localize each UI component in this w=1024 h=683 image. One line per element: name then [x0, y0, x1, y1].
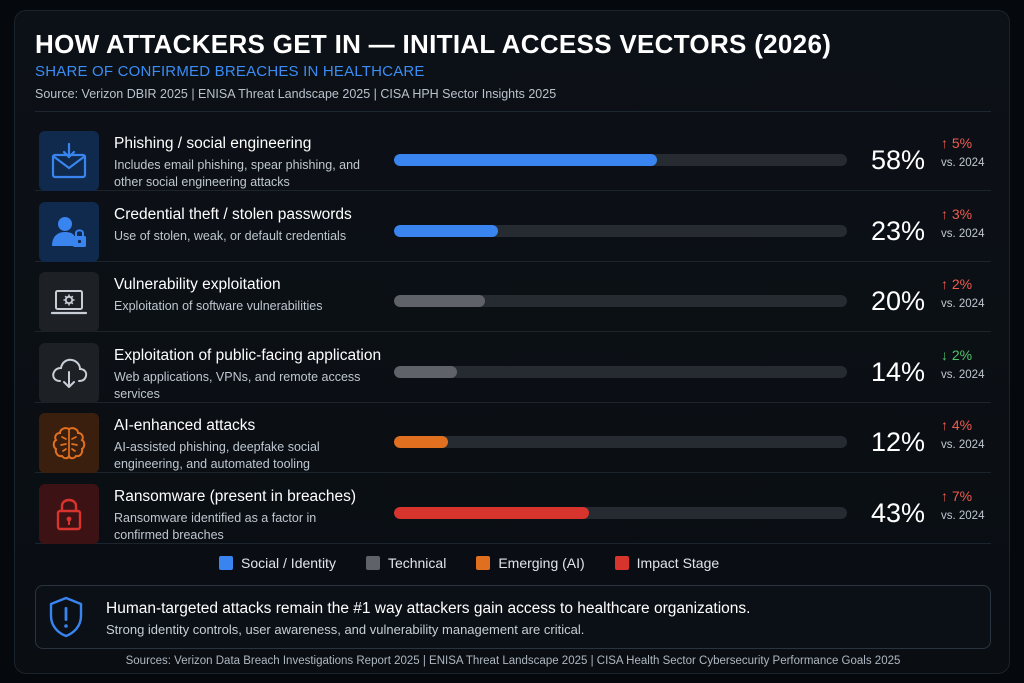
bar-description: Use of stolen, weak, or default credenti… [114, 228, 347, 243]
bar-row: Vulnerability exploitation Exploitation o… [35, 262, 991, 332]
user-lock-icon [39, 201, 99, 262]
legend-label: Impact Stage [636, 555, 720, 571]
bar-label: Exploitation of public-facing applicatio… [114, 346, 382, 364]
cloud-download-icon [39, 342, 99, 403]
change-label: ↑ 3% [941, 205, 973, 222]
bar [394, 506, 589, 519]
legend-label: Emerging (AI) [498, 555, 585, 571]
bar [394, 295, 485, 307]
bar-description: Exploitation of software vulnerabilities [114, 299, 323, 313]
bar-description: Web applications, VPNs, and remote acces… [114, 369, 361, 401]
legend-swatch [476, 556, 491, 570]
bar-track [394, 506, 847, 519]
comparison-label: vs. 2024 [941, 298, 985, 310]
bar-track [394, 365, 847, 378]
chart-legend: Social / Identity Technical Emerging (AI) I… [219, 555, 719, 571]
legend-item: Technical [365, 555, 447, 571]
comparison-label: vs. 2024 [941, 227, 985, 240]
bar-label: Ransomware (present in breaches) [114, 487, 357, 505]
comparison-label: vs. 2024 [941, 368, 985, 381]
laptop-gear-icon [39, 272, 99, 332]
bar-label: Vulnerability exploitation [114, 276, 281, 293]
bar-row: Ransomware (present in breaches) Ransomwa… [35, 474, 991, 544]
bar-label: AI-enhanced attacks [114, 417, 256, 434]
footer-sources: Sources: Verizon Data Breach Investigati… [125, 655, 901, 667]
infographic-card: HOW ATTACKERS GET IN — INITIAL ACCESS VE… [14, 10, 1010, 674]
padlock-icon [39, 483, 99, 544]
source-line: Source: Verizon DBIR 2025 | ENISA Threat… [35, 87, 557, 101]
bar-track [394, 224, 847, 237]
legend-label: Technical [387, 555, 447, 571]
bar-track [394, 154, 847, 166]
bar-row: Phishing / social engineering Includes em… [35, 121, 991, 191]
bar-description: Ransomware identified as a factor in con… [114, 510, 317, 542]
chart-subtitle: SHARE OF CONFIRMED BREACHES IN HEALTHCAR… [35, 63, 425, 80]
bar-row: Credential theft / stolen passwords Use o… [35, 192, 991, 262]
legend-swatch [365, 556, 380, 570]
bar [394, 436, 449, 448]
legend-item: Emerging (AI) [476, 555, 585, 571]
divider [35, 111, 991, 112]
bar-row: Exploitation of public-facing applicatio… [35, 333, 991, 403]
callout-headline: Human-targeted attacks remain the #1 way… [106, 600, 751, 617]
bar-row: AI-enhanced attacks AI-assisted phishing,… [35, 403, 991, 473]
value-label: 14% [870, 356, 925, 387]
value-label: 20% [870, 286, 925, 316]
legend-swatch [219, 556, 233, 570]
value-label: 23% [870, 215, 925, 246]
comparison-label: vs. 2024 [941, 509, 985, 522]
comparison-label: vs. 2024 [941, 439, 985, 451]
change-label: ↑ 2% [941, 276, 973, 292]
callout-subline: Strong identity controls, user awareness… [106, 622, 585, 637]
change-label: ↑ 7% [941, 487, 973, 504]
brain-icon [39, 413, 99, 473]
legend-item: Social / Identity [219, 555, 336, 571]
bar-track [394, 436, 847, 448]
bar [394, 154, 657, 166]
shield-alert-icon [49, 596, 83, 638]
value-label: 43% [870, 497, 925, 528]
bar-label: Phishing / social engineering [114, 135, 312, 152]
envelope-hook-icon [39, 131, 99, 191]
bar-track [394, 295, 847, 307]
bar-label: Credential theft / stolen passwords [114, 205, 352, 223]
legend-swatch [614, 556, 629, 570]
change-label: ↓ 2% [941, 346, 973, 363]
page-title: HOW ATTACKERS GET IN — INITIAL ACCESS VE… [35, 29, 832, 59]
comparison-label: vs. 2024 [941, 157, 985, 169]
legend-label: Social / Identity [241, 555, 336, 571]
value-label: 58% [870, 145, 925, 175]
change-label: ↑ 4% [941, 417, 973, 433]
legend-item: Impact Stage [614, 555, 720, 571]
bar [394, 365, 458, 378]
bar-description: Includes email phishing, spear phishing,… [114, 158, 360, 189]
bar [394, 224, 499, 237]
bar-description: AI-assisted phishing, deepfake social en… [114, 440, 320, 471]
key-takeaway-callout: Human-targeted attacks remain the #1 way… [35, 585, 991, 649]
change-label: ↑ 5% [941, 135, 973, 151]
value-label: 12% [870, 427, 925, 457]
